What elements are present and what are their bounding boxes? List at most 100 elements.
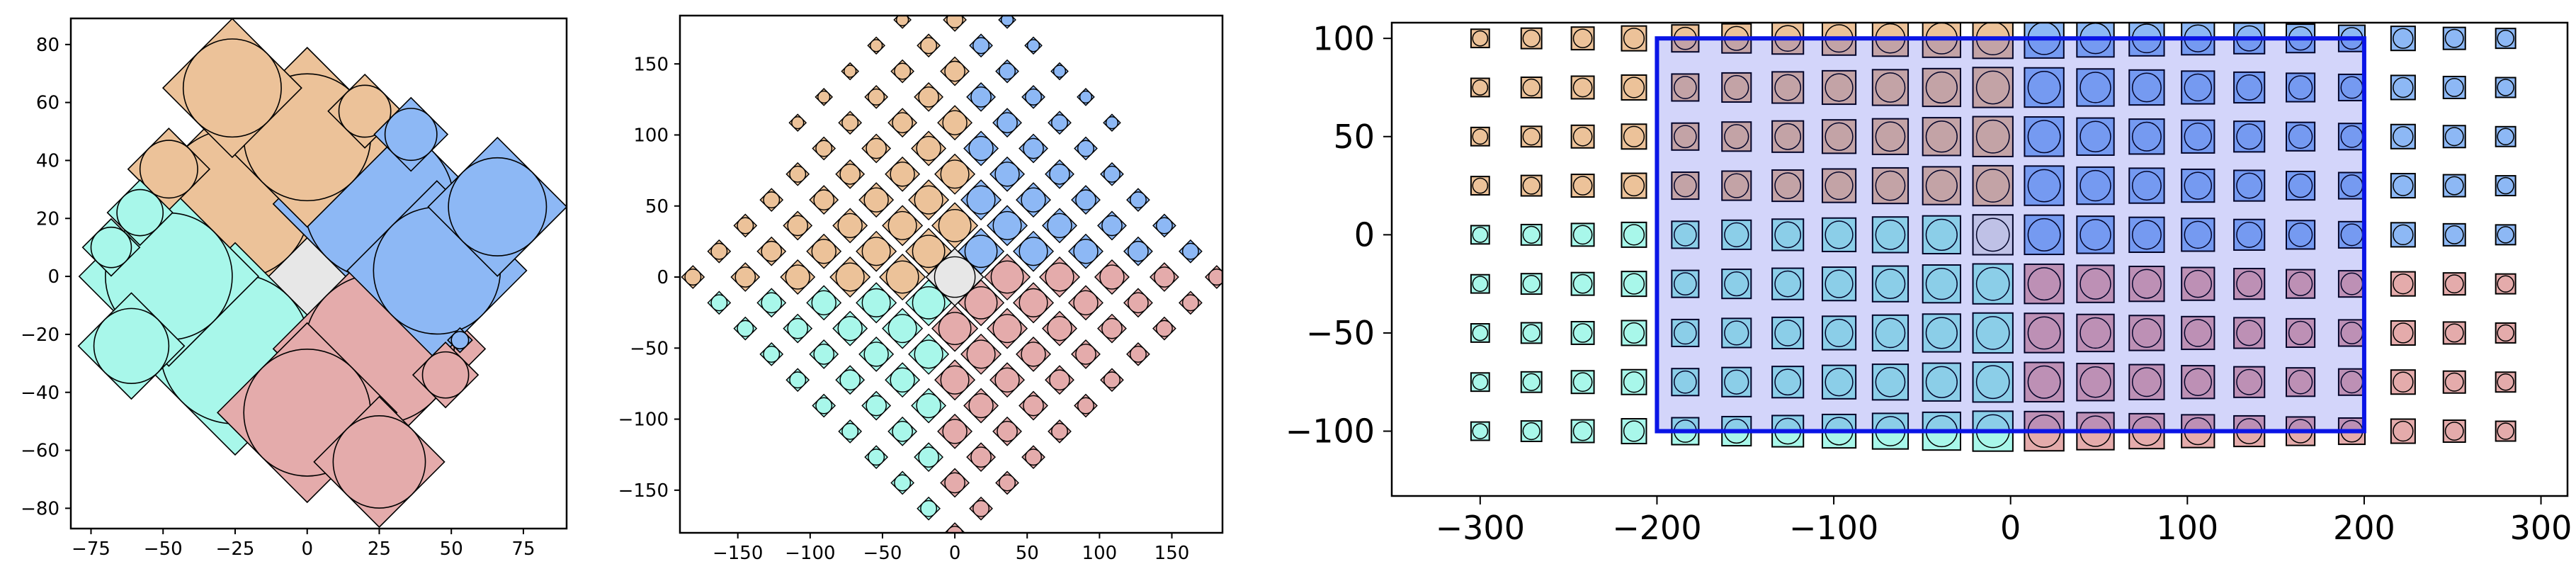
marker-circle	[2079, 366, 2111, 398]
data-point	[963, 130, 999, 167]
marker-circle	[1825, 122, 1854, 151]
data-point	[373, 96, 449, 172]
y-tick-label: 100	[1312, 19, 1375, 57]
marker-circle	[2236, 172, 2263, 199]
data-point	[1972, 361, 2014, 403]
data-point	[1871, 314, 1910, 352]
marker-circle	[1045, 262, 1074, 292]
marker-circle	[868, 88, 885, 106]
marker-circle	[2497, 176, 2514, 195]
data-point	[911, 388, 947, 424]
y-tick-label: 60	[36, 93, 59, 114]
data-point	[2024, 67, 2065, 108]
y-tick-label: −60	[21, 441, 59, 462]
y-tick-label: −40	[21, 383, 59, 404]
data-point	[1152, 213, 1176, 238]
data-point	[1470, 225, 1490, 245]
data-point	[835, 365, 866, 395]
marker-circle	[918, 446, 939, 468]
marker-circle	[1774, 368, 1802, 396]
marker-circle	[1023, 137, 1044, 159]
marker-circle	[1572, 225, 1593, 245]
data-point	[1821, 217, 1857, 252]
data-point	[1721, 269, 1752, 300]
data-point	[1721, 219, 1752, 250]
marker-circle	[870, 39, 883, 52]
marker-circle	[837, 213, 863, 239]
data-point	[2285, 367, 2316, 397]
marker-circle	[2444, 28, 2464, 48]
data-point	[2024, 116, 2065, 157]
data-point	[2076, 264, 2115, 303]
data-point	[2024, 214, 2065, 256]
data-point	[832, 310, 868, 346]
y-tick-label: 20	[36, 208, 59, 230]
marker-circle	[787, 215, 809, 237]
marker-circle	[2497, 422, 2514, 440]
data-point	[879, 253, 926, 301]
data-point	[2337, 123, 2366, 151]
data-point	[1179, 290, 1203, 315]
marker-circle	[1774, 320, 1802, 346]
marker-circle	[1522, 373, 1541, 391]
data-point	[815, 88, 834, 106]
data-point	[733, 316, 758, 341]
data-point	[2442, 272, 2466, 296]
y-tick-label: −100	[618, 410, 669, 431]
marker-circle	[868, 449, 885, 466]
data-point	[2076, 68, 2115, 107]
data-point	[1771, 366, 1805, 399]
marker-circle	[1019, 237, 1048, 266]
marker-circle	[999, 62, 1016, 80]
data-point	[1016, 336, 1051, 372]
marker-circle	[1472, 177, 1489, 194]
data-point	[1721, 317, 1752, 349]
marker-circle	[1103, 165, 1120, 183]
marker-circle	[1051, 114, 1068, 132]
data-point	[1048, 419, 1072, 444]
marker-circle	[1875, 366, 1906, 397]
data-point	[2442, 321, 2466, 345]
data-point	[707, 290, 732, 315]
data-point	[856, 230, 897, 272]
data-point	[1520, 223, 1543, 246]
marker-circle	[1674, 174, 1697, 198]
marker-circle	[994, 162, 1020, 187]
marker-circle	[992, 210, 1022, 240]
data-point	[1671, 220, 1700, 249]
marker-circle	[1075, 189, 1096, 210]
data-point	[987, 308, 1028, 349]
marker-circle	[2288, 173, 2313, 198]
marker-circle	[2288, 320, 2313, 346]
data-point	[2128, 265, 2165, 303]
marker-circle	[2393, 371, 2414, 393]
data-point	[1621, 25, 1647, 52]
data-point	[1871, 167, 1910, 205]
data-point	[1621, 74, 1647, 101]
marker-circle	[866, 137, 887, 159]
data-point	[858, 336, 895, 372]
marker-circle	[2497, 79, 2514, 96]
marker-circle	[1077, 140, 1094, 157]
data-point	[1520, 125, 1543, 148]
marker-circle	[994, 367, 1020, 393]
marker-circle	[1774, 74, 1802, 101]
data-point	[931, 202, 979, 249]
data-point	[1123, 236, 1153, 266]
data-point	[864, 85, 889, 109]
x-tick-label: −100	[785, 543, 835, 564]
data-point	[788, 113, 807, 132]
y-tick-label: 50	[645, 196, 669, 218]
data-point	[1771, 120, 1805, 153]
data-point	[1621, 418, 1647, 445]
marker-circle	[841, 114, 859, 132]
data-point	[2337, 171, 2366, 200]
marker-circle	[2027, 218, 2061, 252]
data-point	[914, 81, 944, 112]
data-point	[313, 395, 446, 529]
marker-circle	[2131, 367, 2162, 397]
marker-circle	[1522, 128, 1541, 146]
marker-circle	[1875, 269, 1906, 300]
marker-circle	[2236, 74, 2263, 101]
data-point	[1871, 363, 1910, 401]
